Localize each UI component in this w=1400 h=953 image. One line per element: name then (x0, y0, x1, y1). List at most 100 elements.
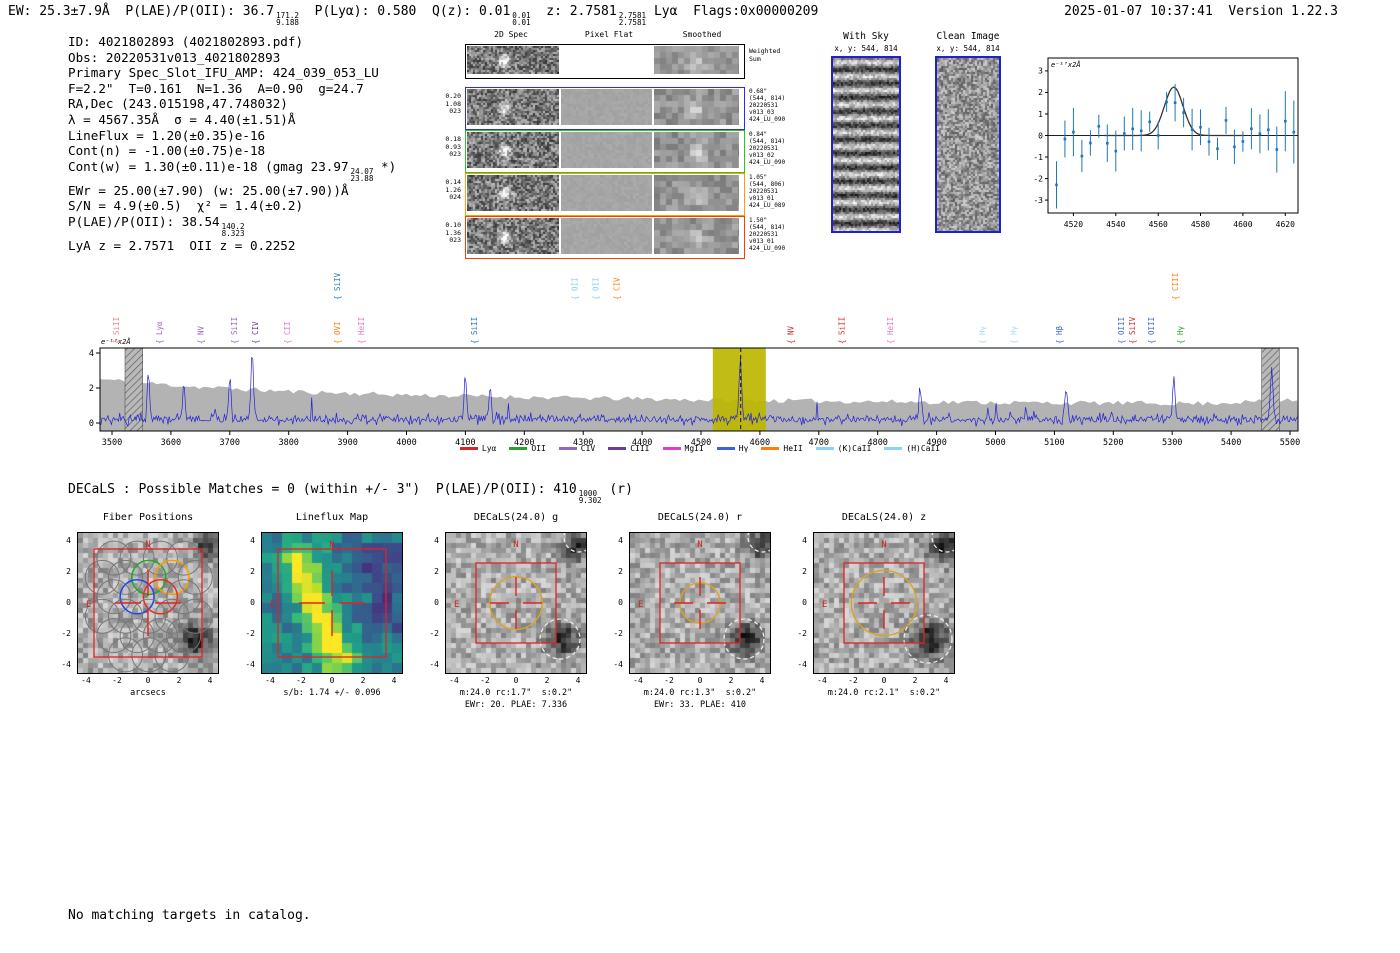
fiber-circle (154, 637, 190, 673)
spec2d-canvas (561, 218, 652, 254)
emission-line-label: { Hγ (1010, 325, 1019, 344)
data-point (1190, 128, 1194, 131)
data-point (1182, 111, 1185, 114)
emission-line-label: { SiII (838, 317, 847, 344)
legend-item: HeII (761, 444, 803, 453)
cutout-image (813, 532, 955, 674)
fiber-circle (142, 618, 178, 654)
x-tick-label: 4540 (1106, 220, 1125, 229)
cutout-overlay: NE (84, 540, 213, 673)
cutout-image (77, 532, 219, 674)
fiber-circle (96, 540, 132, 576)
data-point (1241, 140, 1245, 143)
compass-north-label: N (513, 540, 518, 550)
axis-tick-label: -4 (633, 676, 643, 685)
emission-line-label: { SiIV (333, 272, 342, 300)
legend-label: CIV (580, 444, 596, 453)
fiber-circle (119, 540, 155, 576)
legend-swatch (716, 447, 735, 450)
y-tick-label: -1 (1033, 153, 1043, 162)
emission-line-label: { Hγ (1176, 325, 1185, 344)
axis-tick-label: 4 (391, 676, 397, 685)
x-tick-label: 4700 (809, 438, 829, 448)
x-tick-label: 4600 (750, 438, 770, 448)
cutout-caption: m:24.0 rc:2.1" s:0.2" (827, 688, 941, 698)
emission-line-label: { NV (787, 325, 796, 344)
x-tick-label: 4800 (867, 438, 887, 448)
emission-line-label: { OII (592, 277, 601, 300)
spectrum-line (100, 356, 1298, 427)
fiber-circle (154, 598, 190, 634)
x-tick-label: 5300 (1162, 438, 1182, 448)
axis-tick-label: 2 (618, 567, 623, 576)
with-sky-title: With Sky (843, 31, 889, 42)
footer-note: No matching targets in catalog. Row inte… (68, 876, 311, 953)
cutout-overlay: NE (638, 533, 770, 660)
source-ellipse (723, 618, 765, 660)
axis-tick-label: 2 (176, 676, 182, 685)
aperture-circle (850, 569, 918, 637)
data-point (1258, 132, 1262, 135)
x-tick-label: 4560 (1149, 220, 1168, 229)
y-tick-label: 0 (89, 419, 94, 429)
axis-tick-label: 2 (802, 567, 807, 576)
info-line: F=2.2" T=0.161 N=1.36 A=0.90 g=24.7 (68, 80, 364, 96)
spec2d-canvas (654, 89, 739, 125)
info-line: ID: 4021802893 (4021802893.pdf) (68, 34, 304, 49)
spec2d-fiber-row (465, 173, 745, 216)
spec2d-col-title-smoothed: Smoothed (682, 30, 722, 39)
axis-tick-label: 0 (329, 676, 335, 685)
spec2d-row-weights: 0.14 1.26 024 (445, 178, 461, 202)
axis-tick-label: -4 (429, 660, 439, 669)
axis-tick-label: 2 (434, 567, 439, 576)
x-tick-label: 4200 (514, 438, 534, 448)
legend-item: OII (509, 444, 546, 453)
cutout-overlay: NE (270, 540, 387, 658)
emission-line-label: { OVI (333, 321, 342, 344)
legend-swatch (761, 447, 780, 450)
axis-tick-label: -2 (296, 676, 306, 685)
legend-item: Hγ (716, 444, 748, 453)
x-tick-label: 4100 (455, 438, 475, 448)
legend-label: CIII (630, 444, 650, 453)
footer-line-1: No matching targets in catalog. (68, 908, 311, 923)
x-tick-label: 4520 (1064, 220, 1083, 229)
emission-line-label: { Hγ (978, 325, 987, 344)
x-tick-label: 4900 (926, 438, 946, 448)
axis-tick-label: 0 (881, 676, 887, 685)
emission-line-label: { CIII (1171, 273, 1180, 300)
gaussian-fit-curve (1103, 86, 1244, 137)
header-datetime-version: 2025-01-07 10:37:41 Version 1.22.3 (1064, 4, 1338, 19)
zoom-ylabel: e⁻¹⁷x2Å (1051, 60, 1081, 69)
spec2d-row-weights: 0.18 0.93 023 (445, 135, 461, 159)
cutout-caption: EWr: 20. PLAE: 7.336 (464, 700, 568, 710)
spec2d-canvas (561, 175, 652, 211)
legend-swatch (662, 447, 681, 450)
x-tick-label: 4600 (1233, 220, 1252, 229)
data-point (1080, 154, 1084, 158)
legend-label: OII (531, 444, 546, 453)
axis-tick-label: -4 (797, 660, 807, 669)
info-line: LineFlux = 1.20(±0.35)e-16 (68, 127, 266, 143)
axis-tick-label: 2 (360, 676, 366, 685)
x-tick-label: 3600 (161, 438, 181, 448)
legend-item: Lyα (459, 444, 496, 453)
axis-tick-label: 2 (66, 567, 71, 576)
x-tick-label: 3700 (220, 438, 240, 448)
data-point (1250, 127, 1253, 131)
axis-tick-label: 4 (66, 536, 71, 545)
legend-label: (H)CaII (906, 444, 941, 453)
emission-line-label: { Lyα (155, 321, 164, 344)
spec2d-row-annotation: 1.05" (544, 806) 20220531 v013_01 424_LU_089 (749, 174, 786, 209)
axis-tick-label: -2 (664, 676, 674, 685)
axis-tick-label: 0 (697, 676, 703, 685)
spec2d-row-weights: 0.10 1.36 023 (445, 221, 461, 245)
emission-line-label: { OIII (1147, 317, 1156, 344)
cutout-image (445, 532, 587, 674)
x-tick-label: 3800 (278, 438, 298, 448)
spec2d-fiber-row (465, 216, 745, 259)
emission-line-label: { HeII (886, 317, 895, 344)
spec2d-canvas (561, 46, 652, 74)
spec2d-canvas (467, 132, 559, 168)
data-point (1072, 130, 1075, 134)
